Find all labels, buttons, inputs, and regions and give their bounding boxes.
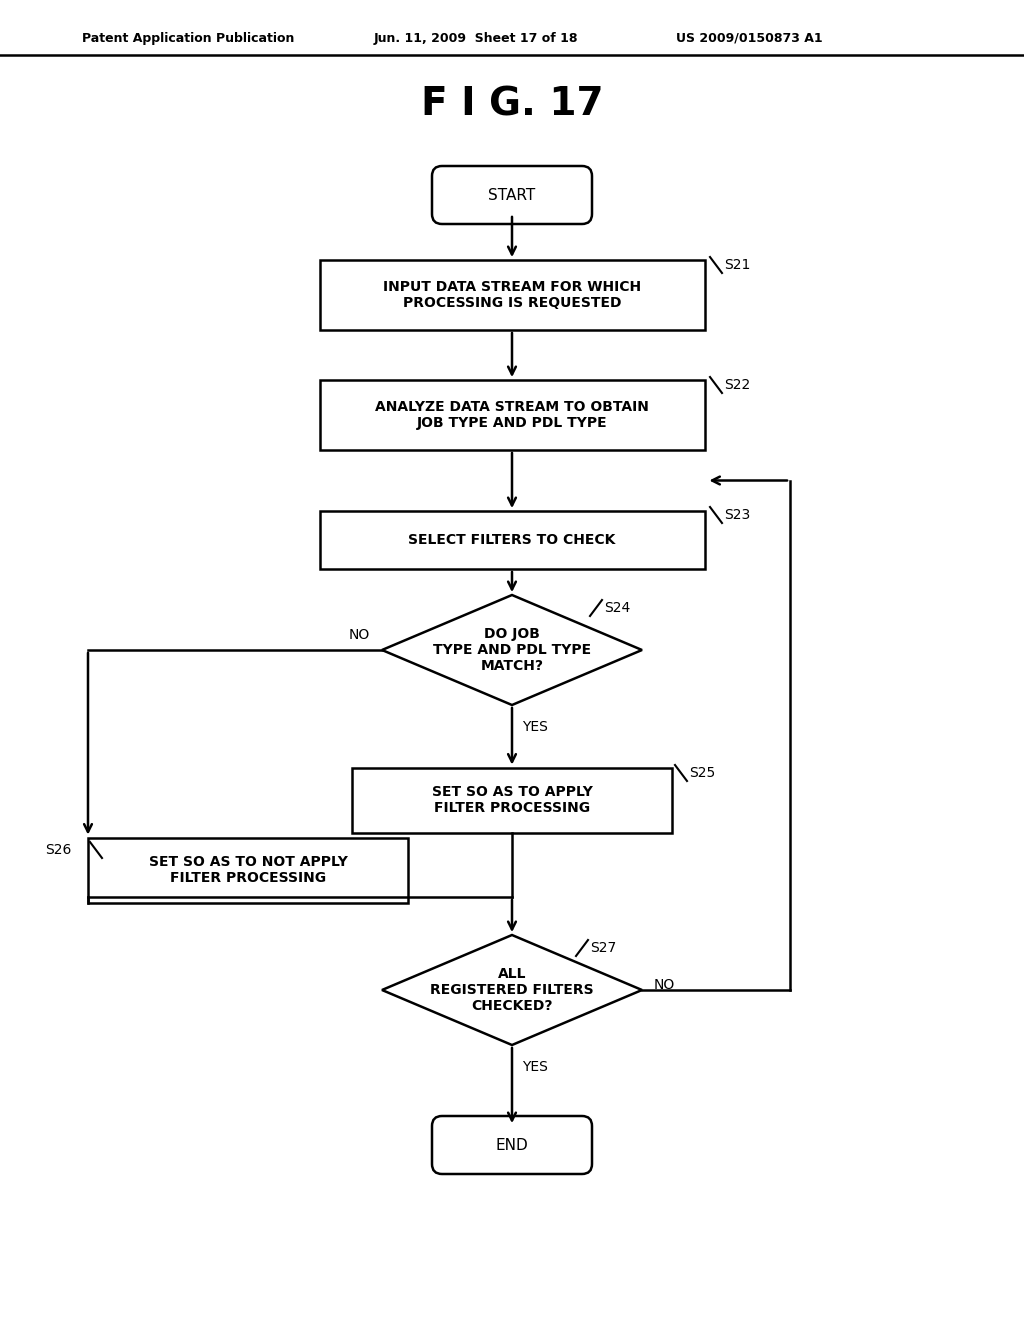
- Text: Patent Application Publication: Patent Application Publication: [82, 32, 294, 45]
- Text: YES: YES: [522, 1060, 548, 1074]
- Bar: [319, 511, 705, 569]
- Text: NO: NO: [349, 628, 370, 642]
- Text: ANALYZE DATA STREAM TO OBTAIN
JOB TYPE AND PDL TYPE: ANALYZE DATA STREAM TO OBTAIN JOB TYPE A…: [375, 400, 649, 430]
- Text: SET SO AS TO APPLY
FILTER PROCESSING: SET SO AS TO APPLY FILTER PROCESSING: [431, 785, 593, 814]
- Text: S27: S27: [590, 941, 616, 954]
- FancyBboxPatch shape: [432, 1115, 592, 1173]
- Text: S24: S24: [604, 601, 630, 615]
- Bar: [319, 260, 705, 330]
- Text: S21: S21: [724, 257, 751, 272]
- Polygon shape: [382, 595, 642, 705]
- Text: SET SO AS TO NOT APPLY
FILTER PROCESSING: SET SO AS TO NOT APPLY FILTER PROCESSING: [148, 855, 347, 886]
- Text: YES: YES: [522, 719, 548, 734]
- Text: SELECT FILTERS TO CHECK: SELECT FILTERS TO CHECK: [409, 533, 615, 546]
- Polygon shape: [382, 935, 642, 1045]
- FancyBboxPatch shape: [432, 166, 592, 224]
- Text: S26: S26: [46, 843, 72, 857]
- Bar: [319, 380, 705, 450]
- Text: S23: S23: [724, 508, 751, 521]
- Bar: [88, 837, 408, 903]
- Text: F I G. 17: F I G. 17: [421, 86, 603, 124]
- Text: START: START: [488, 187, 536, 202]
- Text: S22: S22: [724, 378, 751, 392]
- Text: DO JOB
TYPE AND PDL TYPE
MATCH?: DO JOB TYPE AND PDL TYPE MATCH?: [433, 627, 591, 673]
- Text: S25: S25: [689, 766, 715, 780]
- Bar: [352, 767, 672, 833]
- Text: INPUT DATA STREAM FOR WHICH
PROCESSING IS REQUESTED: INPUT DATA STREAM FOR WHICH PROCESSING I…: [383, 280, 641, 310]
- Text: Jun. 11, 2009  Sheet 17 of 18: Jun. 11, 2009 Sheet 17 of 18: [374, 32, 579, 45]
- Text: END: END: [496, 1138, 528, 1152]
- Text: US 2009/0150873 A1: US 2009/0150873 A1: [676, 32, 822, 45]
- Text: ALL
REGISTERED FILTERS
CHECKED?: ALL REGISTERED FILTERS CHECKED?: [430, 966, 594, 1014]
- Text: NO: NO: [654, 978, 675, 993]
